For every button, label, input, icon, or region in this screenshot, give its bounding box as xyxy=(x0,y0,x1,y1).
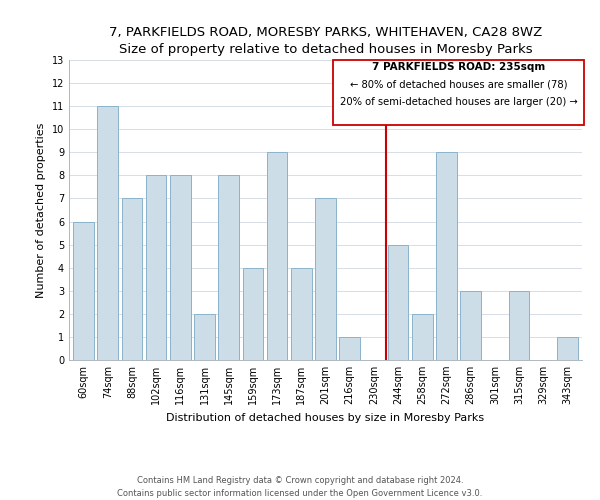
Title: 7, PARKFIELDS ROAD, MORESBY PARKS, WHITEHAVEN, CA28 8WZ
Size of property relativ: 7, PARKFIELDS ROAD, MORESBY PARKS, WHITE… xyxy=(109,26,542,56)
Bar xyxy=(340,337,360,360)
Bar xyxy=(97,106,118,360)
X-axis label: Distribution of detached houses by size in Moresby Parks: Distribution of detached houses by size … xyxy=(166,412,485,422)
Bar xyxy=(242,268,263,360)
Text: 20% of semi-detached houses are larger (20) →: 20% of semi-detached houses are larger (… xyxy=(340,96,577,106)
Text: 7 PARKFIELDS ROAD: 235sqm: 7 PARKFIELDS ROAD: 235sqm xyxy=(372,62,545,72)
Bar xyxy=(267,152,287,360)
Text: ← 80% of detached houses are smaller (78): ← 80% of detached houses are smaller (78… xyxy=(350,79,568,89)
Bar xyxy=(436,152,457,360)
Bar xyxy=(218,176,239,360)
Bar xyxy=(509,291,529,360)
Y-axis label: Number of detached properties: Number of detached properties xyxy=(36,122,46,298)
Bar xyxy=(460,291,481,360)
Bar xyxy=(291,268,311,360)
Bar xyxy=(194,314,215,360)
Bar xyxy=(170,176,191,360)
Bar xyxy=(388,244,409,360)
Bar xyxy=(73,222,94,360)
Bar xyxy=(412,314,433,360)
Bar xyxy=(315,198,336,360)
FancyBboxPatch shape xyxy=(333,60,584,124)
Bar xyxy=(557,337,578,360)
Text: Contains HM Land Registry data © Crown copyright and database right 2024.
Contai: Contains HM Land Registry data © Crown c… xyxy=(118,476,482,498)
Bar xyxy=(122,198,142,360)
Bar xyxy=(146,176,166,360)
